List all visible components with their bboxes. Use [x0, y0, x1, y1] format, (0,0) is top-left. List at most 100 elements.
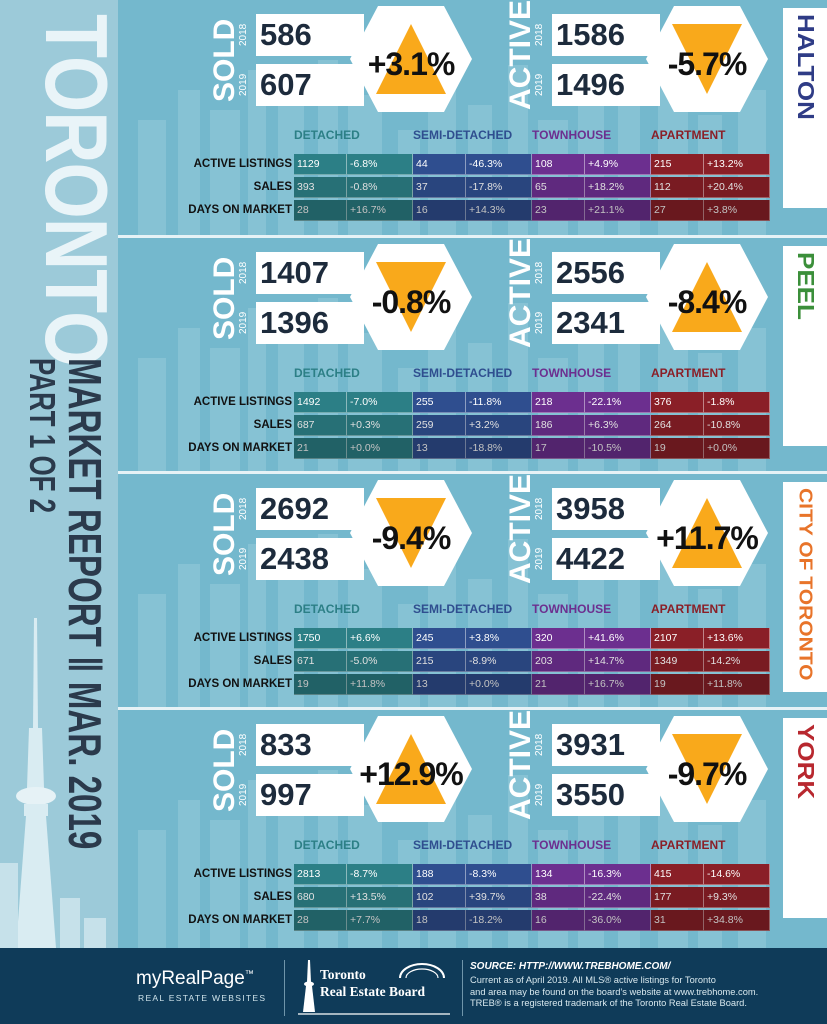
table-cell-change: +13.5% — [347, 887, 413, 908]
region-name: YORK — [791, 724, 819, 800]
type-header-apartment: APARTMENT — [651, 366, 726, 380]
brand-name: myRealPage — [136, 968, 245, 989]
active-change-percent: -9.7% — [667, 756, 748, 792]
year-2019-label: 2019 — [238, 783, 249, 807]
table-cell-value: 1492 — [294, 392, 347, 413]
change-hexagon — [646, 480, 768, 586]
source-link[interactable]: SOURCE: HTTP://WWW.TREBHOME.COM/ — [470, 961, 671, 972]
active-2019-value: 3550 — [552, 774, 660, 816]
table-cell-change: -5.0% — [347, 651, 413, 672]
year-2019-label: 2019 — [534, 783, 545, 807]
table-cell-value: 19 — [294, 674, 347, 695]
table-cell-change: +0.0% — [466, 674, 532, 695]
table-cell-change: +0.0% — [347, 438, 413, 459]
sold-2019-value: 1396 — [256, 302, 364, 344]
year-2018-label: 2018 — [238, 733, 249, 757]
sold-label: SOLD — [208, 728, 241, 812]
active-label: ACTIVE — [504, 709, 537, 820]
table-cell-change: -8.3% — [466, 864, 532, 885]
up-arrow-icon — [376, 734, 446, 804]
sold-stat-block: SOLD 2018 2019 833 997 +12.9% — [208, 716, 490, 822]
row-label: DAYS ON MARKET — [188, 678, 292, 690]
down-arrow-icon — [672, 24, 742, 94]
table-cell-value: 23 — [532, 200, 585, 221]
table-cell-change: +18.2% — [585, 177, 651, 198]
cn-tower-icon — [0, 618, 106, 948]
table-cell-change: +16.7% — [347, 200, 413, 221]
year-2018-label: 2018 — [534, 261, 545, 285]
table-cell-value: 2813 — [294, 864, 347, 885]
sold-label: SOLD — [208, 256, 241, 340]
row-label: SALES — [253, 181, 292, 193]
row-label: ACTIVE LISTINGS — [193, 868, 292, 880]
title-report-text: MARKET REPORT — [59, 358, 111, 647]
sold-stat-block: SOLD 2018 2019 2692 2438 -9.4% — [208, 480, 490, 586]
up-arrow-icon — [672, 498, 742, 568]
table-cell-value: 188 — [413, 864, 466, 885]
myrealpage-logo[interactable]: myRealPage™ — [136, 968, 254, 990]
table-cell-change: -14.6% — [704, 864, 770, 885]
brand-tm: ™ — [244, 968, 254, 979]
region-tab-toronto[interactable]: CITY OF TORONTO — [783, 482, 827, 692]
note-line1: Current as of April 2019. All MLS® activ… — [470, 975, 716, 985]
table-cell-value: 376 — [651, 392, 704, 413]
row-label: SALES — [253, 891, 292, 903]
year-2019-label: 2019 — [238, 311, 249, 335]
treb-name: Toronto Real Estate Board — [320, 966, 460, 1000]
year-2019-label: 2019 — [534, 311, 545, 335]
region-tab-york[interactable]: YORK — [783, 718, 827, 918]
region-tab-halton[interactable]: HALTON — [783, 8, 827, 208]
source-note: Current as of April 2019. All MLS® activ… — [470, 975, 810, 1010]
sold-2018-value: 1407 — [256, 252, 364, 294]
table-cell-change: -14.2% — [704, 651, 770, 672]
row-label: SALES — [253, 419, 292, 431]
row-label: ACTIVE LISTINGS — [193, 632, 292, 644]
year-2018-label: 2018 — [238, 23, 249, 47]
year-2018-label: 2018 — [238, 497, 249, 521]
type-header-townhouse: TOWNHOUSE — [532, 128, 612, 142]
note-line3: TREB® is a registered trademark of the T… — [470, 998, 747, 1008]
down-arrow-icon — [376, 262, 446, 332]
table-cell-change: -16.3% — [585, 864, 651, 885]
footer-divider — [462, 960, 463, 1016]
table-cell-value: 102 — [413, 887, 466, 908]
table-cell-change: +6.6% — [347, 628, 413, 649]
region-name: PEEL — [791, 252, 819, 320]
row-label: SALES — [253, 655, 292, 667]
type-header-semi: SEMI-DETACHED — [413, 838, 513, 852]
down-arrow-icon — [672, 734, 742, 804]
table-cell-value: 13 — [413, 674, 466, 695]
table-cell-change: +39.7% — [466, 887, 532, 908]
type-header-detached: DETACHED — [294, 602, 360, 616]
table-cell-change: -18.8% — [466, 438, 532, 459]
table-cell-value: 112 — [651, 177, 704, 198]
type-header-semi: SEMI-DETACHED — [413, 128, 513, 142]
table-cell-value: 186 — [532, 415, 585, 436]
active-2019-value: 1496 — [552, 64, 660, 106]
table-cell-change: -22.1% — [585, 392, 651, 413]
footer: myRealPage™ REAL ESTATE WEBSITES Toronto… — [0, 948, 827, 1024]
region-tab-peel[interactable]: PEEL — [783, 246, 827, 446]
change-hexagon — [350, 716, 472, 822]
table-cell-change: +16.7% — [585, 674, 651, 695]
type-header-detached: DETACHED — [294, 838, 360, 852]
table-cell-change: -7.0% — [347, 392, 413, 413]
table-cell-value: 264 — [651, 415, 704, 436]
sold-2019-value: 607 — [256, 64, 364, 106]
region-panel-toronto: SOLD 2018 2019 2692 2438 -9.4% ACTIVE 2018 2019 3… — [118, 471, 827, 707]
property-type-table: DETACHED SEMI-DETACHED TOWNHOUSE APARTMENT A… — [118, 366, 827, 466]
table-cell-value: 27 — [651, 200, 704, 221]
table-cell-change: +11.8% — [347, 674, 413, 695]
region-panel-peel: SOLD 2018 2019 1407 1396 -0.8% ACTIVE 2018 2019 2… — [118, 235, 827, 471]
year-2019-label: 2019 — [238, 547, 249, 571]
table-cell-change: +41.6% — [585, 628, 651, 649]
table-cell-change: +4.9% — [585, 154, 651, 175]
table-cell-value: 16 — [532, 910, 585, 931]
table-cell-change: +14.7% — [585, 651, 651, 672]
region-name: HALTON — [791, 14, 819, 120]
type-header-apartment: APARTMENT — [651, 838, 726, 852]
row-label: DAYS ON MARKET — [188, 204, 292, 216]
year-2019-label: 2019 — [534, 73, 545, 97]
table-cell-value: 215 — [651, 154, 704, 175]
table-cell-value: 21 — [532, 674, 585, 695]
